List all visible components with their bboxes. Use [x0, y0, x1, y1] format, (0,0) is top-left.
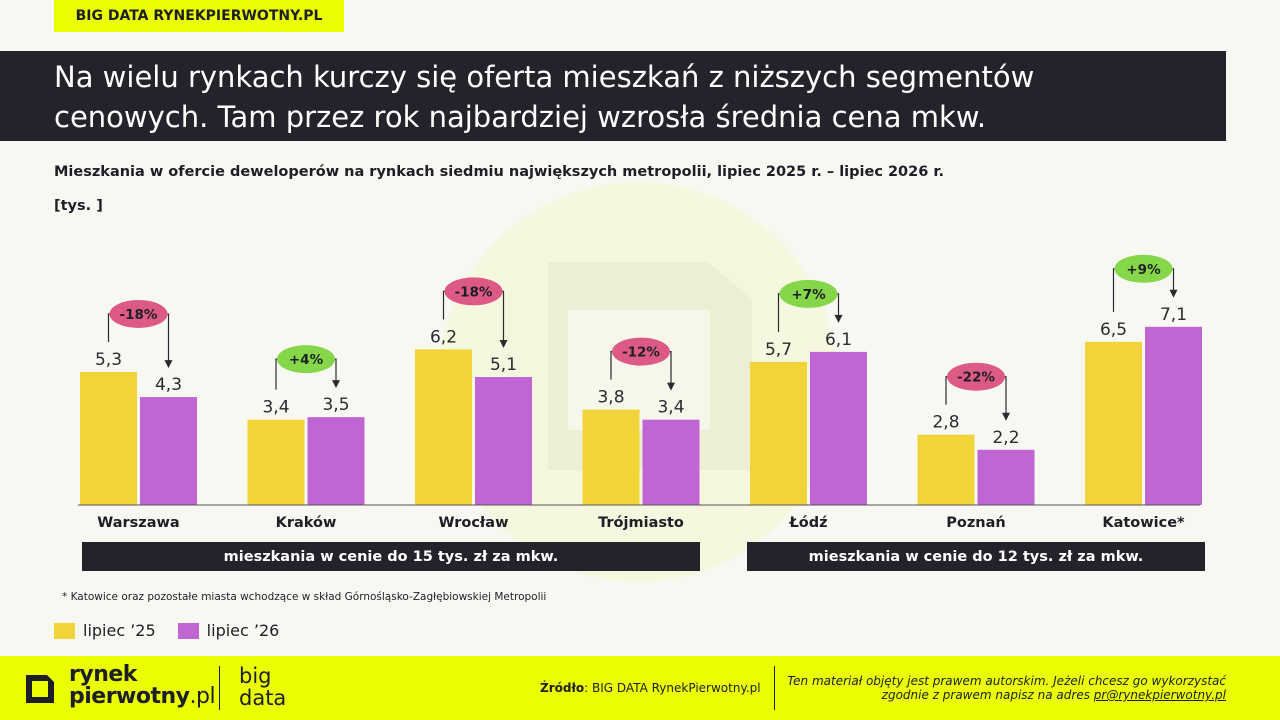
- data-label-2025-1: 3,4: [262, 398, 289, 418]
- legend-label-2026: lipiec ’26: [206, 621, 280, 640]
- change-label-5: -22%: [957, 370, 995, 386]
- footnote: * Katowice oraz pozostałe miasta wchodzą…: [62, 591, 547, 603]
- bar-2026-1: [307, 417, 365, 505]
- change-label-6: +9%: [1126, 262, 1161, 278]
- copyright-line2: zgodnie z prawem napisz na adres: [881, 688, 1094, 702]
- source-label: Źródło: [540, 681, 585, 695]
- change-arrowhead-3: [667, 382, 675, 391]
- category-label-5: Poznań: [946, 515, 1005, 531]
- legend-label-2025: lipiec ’25: [83, 621, 156, 640]
- brand-tag: BIG DATA RYNEKPIERWOTNY.PL: [54, 0, 344, 32]
- footer-divider-right: [774, 666, 775, 710]
- change-badge-2: [444, 277, 503, 306]
- copyright-note: Ten materiał objęty jest prawem autorski…: [787, 674, 1226, 702]
- source-note: Źródło: BIG DATA RynekPierwotny.pl: [540, 681, 761, 695]
- bar-2026-5: [977, 449, 1035, 505]
- data-label-2025-0: 5,3: [95, 350, 122, 370]
- footer-divider-left: [219, 666, 220, 710]
- data-label-2025-3: 3,8: [597, 388, 624, 408]
- chart-subtitle: Mieszkania w ofercie deweloperów na rynk…: [54, 164, 944, 180]
- bar-2025-6: [1085, 341, 1142, 505]
- footer: rynek pierwotny.pl big data Źródło: BIG …: [0, 656, 1280, 720]
- rynekpierwotny-logo-icon: [26, 675, 54, 703]
- legend-swatch-2025: [54, 622, 75, 639]
- change-arrowhead-1: [332, 380, 340, 389]
- change-label-0: -18%: [120, 307, 158, 323]
- data-label-2026-3: 3,4: [657, 398, 684, 418]
- change-badge-1: [277, 345, 335, 374]
- copyright-line1: Ten materiał objęty jest prawem autorski…: [787, 674, 1226, 688]
- bar-2025-5: [917, 434, 975, 505]
- data-label-2026-2: 5,1: [490, 355, 517, 375]
- category-label-1: Kraków: [276, 515, 337, 531]
- change-badge-4: [779, 279, 838, 308]
- legend-swatch-2026: [177, 622, 199, 639]
- logo-line1: rynek: [69, 662, 137, 687]
- source-text: : BIG DATA RynekPierwotny.pl: [584, 681, 761, 695]
- bar-2025-1: [247, 419, 305, 505]
- rynekpierwotny-logo-text: rynek pierwotny.pl: [69, 662, 216, 709]
- segment-label-15k: mieszkania w cenie do 15 tys. zł za mkw.: [82, 542, 700, 571]
- data-label-2025-2: 6,2: [430, 327, 457, 347]
- category-label-2: Wrocław: [438, 515, 508, 531]
- chart-legend: lipiec ’25 lipiec ’26: [54, 621, 301, 640]
- data-label-2026-0: 4,3: [155, 375, 182, 395]
- bigdata-logo-text: big data: [239, 665, 286, 709]
- bar-2026-4: [810, 351, 867, 505]
- data-label-2026-4: 6,1: [825, 330, 852, 350]
- category-label-3: Trójmiasto: [598, 515, 684, 531]
- data-label-2026-6: 7,1: [1160, 305, 1187, 325]
- bar-2025-3: [582, 409, 640, 505]
- segment-label-12k: mieszkania w cenie do 12 tys. zł za mkw.: [747, 542, 1205, 571]
- category-label-0: Warszawa: [97, 515, 179, 531]
- logo-line2a: pierwotny: [69, 684, 190, 709]
- change-badge-0: [109, 299, 168, 328]
- change-arrowhead-5: [1002, 412, 1010, 421]
- change-label-1: +4%: [289, 352, 324, 368]
- bigdata-line1: big: [239, 664, 272, 688]
- change-arrowhead-2: [499, 339, 508, 348]
- page-title: Na wielu rynkach kurczy się oferta miesz…: [0, 51, 1226, 141]
- copyright-email-link[interactable]: pr@rynekpierwotny.pl: [1093, 688, 1226, 702]
- category-label-6: Katowice*: [1102, 515, 1185, 531]
- bar-2025-0: [80, 371, 137, 505]
- bar-2026-0: [140, 397, 197, 505]
- chart-unit: [tys. ]: [54, 198, 103, 214]
- change-badge-3: [612, 337, 670, 366]
- logo-line2b: .pl: [189, 684, 216, 709]
- page-title-line1: Na wielu rynkach kurczy się oferta miesz…: [54, 60, 1035, 94]
- bigdata-line2: data: [239, 686, 287, 710]
- data-label-2026-5: 2,2: [992, 428, 1019, 448]
- change-badge-6: [1114, 254, 1173, 283]
- change-label-3: -12%: [622, 345, 660, 361]
- legend-item-2025: lipiec ’25: [54, 621, 156, 640]
- bar-chart: 5,3 4,3 Warszawa -18% 3,4 3,5 Kraków +4% 6,2 5,1 W…: [78, 182, 1202, 582]
- bar-2025-4: [750, 361, 807, 505]
- bar-2025-2: [415, 349, 472, 505]
- data-label-2025-5: 2,8: [932, 413, 959, 433]
- bar-2026-6: [1145, 326, 1202, 505]
- change-arrowhead-0: [164, 360, 173, 369]
- data-label-2025-4: 5,7: [765, 340, 792, 360]
- change-label-4: +7%: [791, 287, 826, 303]
- change-arrowhead-4: [834, 314, 843, 323]
- change-badge-5: [947, 362, 1005, 391]
- bar-2026-3: [642, 419, 700, 505]
- legend-item-2026: lipiec ’26: [177, 621, 280, 640]
- change-arrowhead-6: [1169, 289, 1178, 298]
- data-label-2025-6: 6,5: [1100, 320, 1127, 340]
- page-title-line2: cenowych. Tam przez rok najbardziej wzro…: [54, 100, 987, 134]
- data-label-2026-1: 3,5: [322, 395, 349, 415]
- change-label-2: -18%: [455, 284, 493, 300]
- bar-2026-2: [475, 376, 532, 505]
- watermark-logo: [438, 182, 838, 582]
- category-label-4: Łódź: [788, 515, 827, 531]
